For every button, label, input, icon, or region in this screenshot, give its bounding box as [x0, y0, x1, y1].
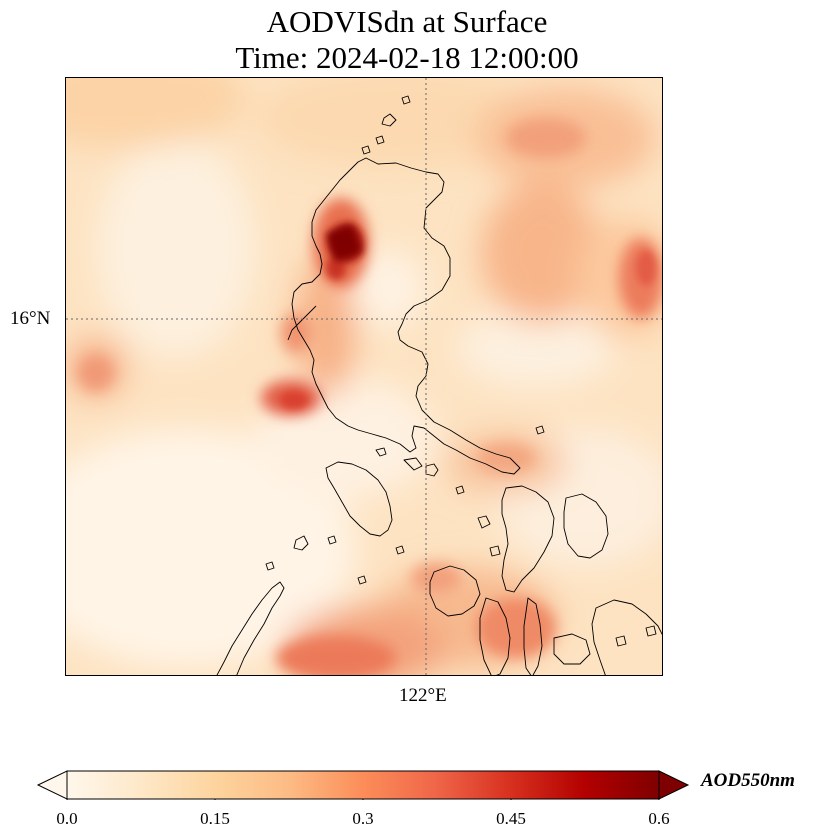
latitude-tick-label: 16°N [10, 308, 51, 329]
colorbar-gradient [66, 770, 660, 800]
map-panel [65, 77, 663, 676]
colorbar-extend-low [36, 770, 68, 800]
aod-map [66, 78, 662, 675]
longitude-tick-label: 122°E [399, 685, 447, 706]
colorbar-extend-high [658, 770, 690, 800]
colorbar [36, 770, 690, 800]
colorbar-label: AOD550nm [701, 770, 795, 791]
map-title: AODVISdn at Surface [266, 4, 548, 39]
colorbar-tick: 0.15 [200, 809, 230, 828]
colorbar-tick: 0.6 [648, 809, 670, 828]
colorbar-tick: 0.3 [352, 809, 374, 828]
map-time: Time: 2024-02-18 12:00:00 [235, 40, 579, 75]
colorbar-tick: 0.45 [496, 809, 526, 828]
aod-field [66, 78, 662, 675]
coastlines [216, 95, 662, 675]
colorbar-tick: 0.0 [56, 809, 78, 828]
